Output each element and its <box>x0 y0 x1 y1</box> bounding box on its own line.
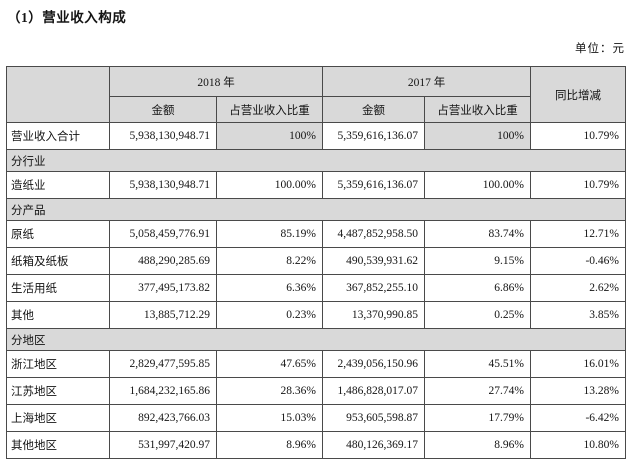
table-row: 其他 13,885,712.29 0.23% 13,370,990.85 0.25% 3.… <box>6 301 626 329</box>
section-label-cell: 分行业 <box>6 149 626 172</box>
page-title: （1）营业收入构成 <box>7 10 127 25</box>
proportion-2017-cell: 100.00% <box>424 171 531 199</box>
proportion-2017-cell: 27.74% <box>424 377 531 405</box>
amount-2017-cell: 953,605,598.87 <box>322 404 425 432</box>
yoy-cell: 10.79% <box>530 171 626 199</box>
proportion-2018-cell: 6.36% <box>216 274 323 302</box>
header-row-metrics: 金额 占营业收入比重 金额 占营业收入比重 <box>7 96 626 123</box>
yoy-cell: 10.79% <box>530 122 626 150</box>
amount-2018-cell: 2,829,477,595.85 <box>109 350 217 378</box>
year-2018-header: 2018 年 <box>109 66 323 97</box>
amount-2017-cell: 490,539,931.62 <box>322 247 425 275</box>
amount-2017-cell: 480,126,369.17 <box>322 431 425 459</box>
proportion-2018-cell: 0.23% <box>216 301 323 329</box>
table-header: 2018 年 2017 年 同比增减 金额 占营业收入比重 金额 占营业收入比重 <box>6 66 626 123</box>
row-label-cell: 其他 <box>6 301 110 329</box>
proportion-2017-cell: 9.15% <box>424 247 531 275</box>
table-row: 造纸业 5,938,130,948.71 100.00% 5,359,616,136.… <box>6 171 626 199</box>
table-body: 营业收入合计 5,938,130,948.71 100% 5,359,616,136.… <box>6 122 626 459</box>
table-row: 生活用纸 377,495,173.82 6.36% 367,852,255.10 6.8… <box>6 274 626 302</box>
amount-2017-cell: 2,439,056,150.96 <box>322 350 425 378</box>
amount-2018-cell: 13,885,712.29 <box>109 301 217 329</box>
section-row: 分地区 <box>6 328 626 351</box>
yoy-cell: 16.01% <box>530 350 626 378</box>
section-row: 分产品 <box>6 198 626 221</box>
row-label-cell: 营业收入合计 <box>6 122 110 150</box>
amount-2017-cell: 5,359,616,136.07 <box>322 122 425 150</box>
row-label-cell: 浙江地区 <box>6 350 110 378</box>
amount-2018-cell: 531,997,420.97 <box>109 431 217 459</box>
amount-2018-header: 金额 <box>109 96 217 123</box>
amount-2018-cell: 5,058,459,776.91 <box>109 220 217 248</box>
proportion-2017-cell: 6.86% <box>424 274 531 302</box>
proportion-2018-cell: 47.65% <box>216 350 323 378</box>
proportion-2018-cell: 8.96% <box>216 431 323 459</box>
yoy-cell: 10.80% <box>530 431 626 459</box>
corner-empty-cell <box>6 66 110 123</box>
yoy-cell: 2.62% <box>530 274 626 302</box>
yoy-cell: 13.28% <box>530 377 626 405</box>
amount-2018-cell: 377,495,173.82 <box>109 274 217 302</box>
proportion-2017-header: 占营业收入比重 <box>424 96 531 123</box>
table-row: 原纸 5,058,459,776.91 85.19% 4,487,852,958.50… <box>6 220 626 248</box>
proportion-2018-cell: 28.36% <box>216 377 323 405</box>
yoy-cell: 12.71% <box>530 220 626 248</box>
proportion-2018-cell: 8.22% <box>216 247 323 275</box>
row-label-cell: 原纸 <box>6 220 110 248</box>
proportion-2018-header: 占营业收入比重 <box>216 96 323 123</box>
yoy-cell: -6.42% <box>530 404 626 432</box>
row-label-cell: 其他地区 <box>6 431 110 459</box>
row-label-cell: 纸箱及纸板 <box>6 247 110 275</box>
amount-2017-cell: 367,852,255.10 <box>322 274 425 302</box>
proportion-2018-cell: 15.03% <box>216 404 323 432</box>
proportion-2017-cell: 0.25% <box>424 301 531 329</box>
section-label-cell: 分产品 <box>6 198 626 221</box>
yoy-cell: -0.46% <box>530 247 626 275</box>
table-row: 纸箱及纸板 488,290,285.69 8.22% 490,539,931.62 9.… <box>6 247 626 275</box>
year-2017-header: 2017 年 <box>322 66 531 97</box>
proportion-2017-cell: 17.79% <box>424 404 531 432</box>
amount-2018-cell: 5,938,130,948.71 <box>109 171 217 199</box>
proportion-2017-cell: 8.96% <box>424 431 531 459</box>
table-row: 江苏地区 1,684,232,165.86 28.36% 1,486,828,017.… <box>6 377 626 405</box>
amount-2018-cell: 488,290,285.69 <box>109 247 217 275</box>
table-row: 营业收入合计 5,938,130,948.71 100% 5,359,616,136.… <box>6 122 626 150</box>
proportion-2017-cell: 83.74% <box>424 220 531 248</box>
proportion-2018-cell: 85.19% <box>216 220 323 248</box>
amount-2017-header: 金额 <box>322 96 425 123</box>
row-label-cell: 生活用纸 <box>6 274 110 302</box>
row-label-cell: 江苏地区 <box>6 377 110 405</box>
revenue-composition-table: 2018 年 2017 年 同比增减 金额 占营业收入比重 金额 占营业收入比重… <box>6 66 626 459</box>
table-row: 浙江地区 2,829,477,595.85 47.65% 2,439,056,150.… <box>6 350 626 378</box>
amount-2018-cell: 892,423,766.03 <box>109 404 217 432</box>
header-row-years: 2018 年 2017 年 同比增减 <box>6 66 626 123</box>
amount-2017-cell: 13,370,990.85 <box>322 301 425 329</box>
proportion-2018-cell: 100% <box>216 122 323 150</box>
table-row: 上海地区 892,423,766.03 15.03% 953,605,598.87 17… <box>6 404 626 432</box>
section-row: 分行业 <box>6 149 626 172</box>
row-label-cell: 上海地区 <box>6 404 110 432</box>
proportion-2017-cell: 100% <box>424 122 531 150</box>
yoy-header: 同比增减 <box>530 66 626 123</box>
unit-label: 单位：元 <box>575 43 625 55</box>
amount-2017-cell: 5,359,616,136.07 <box>322 171 425 199</box>
table-row: 其他地区 531,997,420.97 8.96% 480,126,369.17 8.9… <box>6 431 626 459</box>
amount-2017-cell: 4,487,852,958.50 <box>322 220 425 248</box>
amount-2018-cell: 1,684,232,165.86 <box>109 377 217 405</box>
amount-2018-cell: 5,938,130,948.71 <box>109 122 217 150</box>
row-label-cell: 造纸业 <box>6 171 110 199</box>
proportion-2018-cell: 100.00% <box>216 171 323 199</box>
proportion-2017-cell: 45.51% <box>424 350 531 378</box>
yoy-cell: 3.85% <box>530 301 626 329</box>
amount-2017-cell: 1,486,828,017.07 <box>322 377 425 405</box>
section-label-cell: 分地区 <box>6 328 626 351</box>
